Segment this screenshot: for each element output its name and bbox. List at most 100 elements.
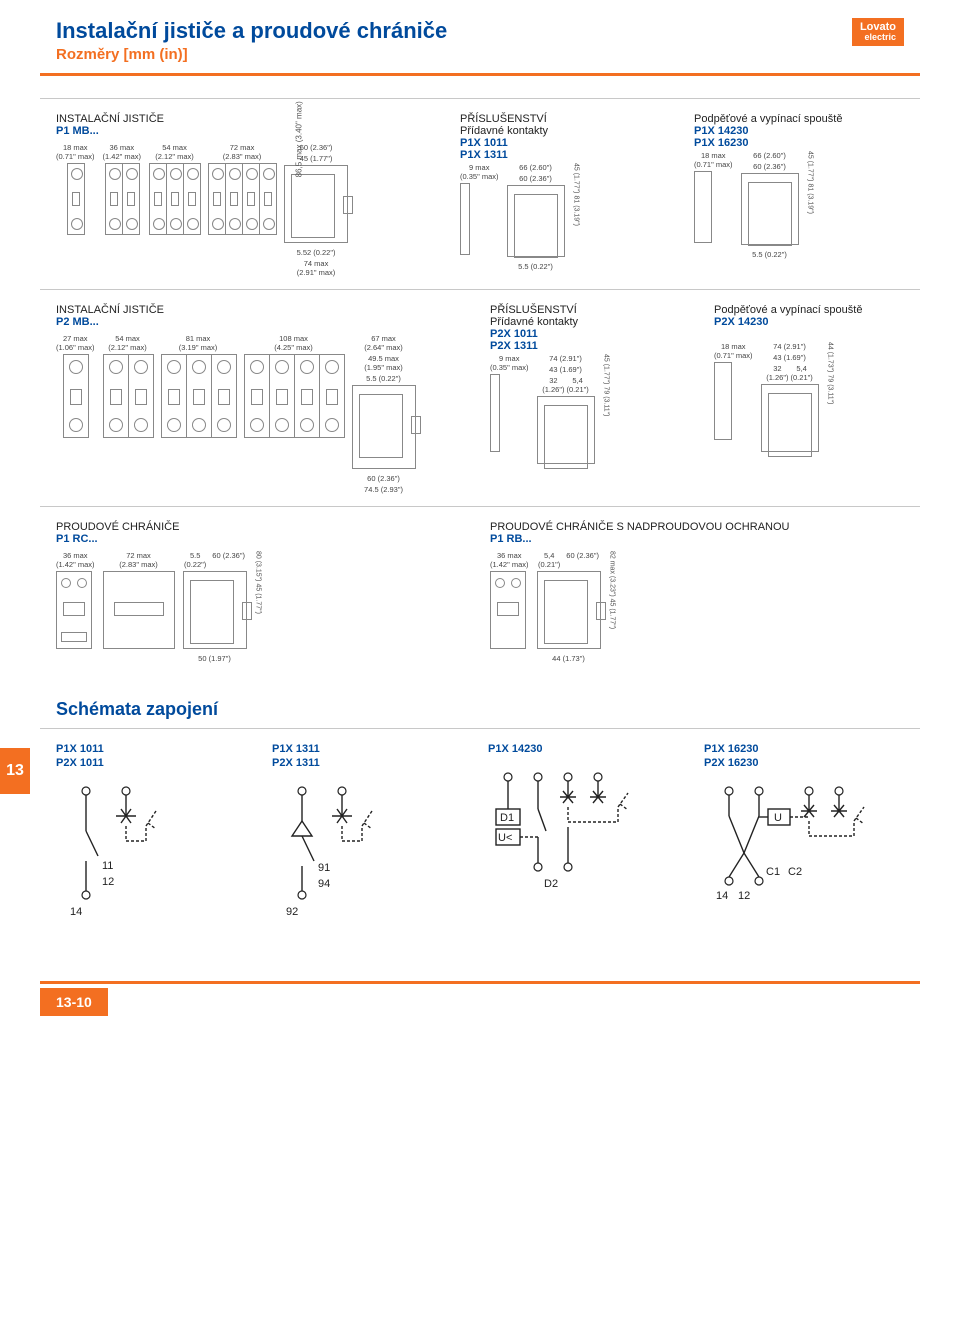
- svg-text:C2: C2: [788, 866, 802, 878]
- dim-group: 18 max (0.71" max): [56, 143, 95, 240]
- section-p1mb: INSTALAČNÍ JISTIČE P1 MB... 18 max (0.71…: [0, 99, 960, 289]
- wiring-diagram: D1 U< D2: [488, 767, 648, 907]
- release-front: [694, 171, 712, 243]
- dim-group: 36 max (1.42" max): [56, 551, 95, 649]
- footer: 13-10: [0, 981, 960, 1016]
- dim-vertical: 45 (1.77") 79 (3.11"): [603, 354, 610, 416]
- svg-text:91: 91: [318, 862, 330, 874]
- release-side: [741, 173, 799, 245]
- col-releases: Podpěťové a vypínací spouště P2X 14230 1…: [714, 304, 914, 496]
- dim-group: 66 (2.60") 60 (2.36") 5.5 (0.22"): [741, 151, 799, 261]
- svg-text:14: 14: [70, 906, 82, 918]
- release-front: [714, 362, 732, 440]
- wiring-hdr: P1X 14230: [488, 743, 688, 757]
- release-side: [761, 384, 819, 452]
- col-rccb: PROUDOVÉ CHRÁNIČE P1 RC... 36 max (1.42"…: [56, 521, 476, 665]
- dim-vertical: 82 max (3.23") 45 (1.77"): [609, 551, 616, 629]
- brand-logo: Lovato electric: [852, 18, 904, 46]
- svg-text:14: 14: [716, 890, 728, 902]
- wiring-hdr: P1X 16230P2X 16230: [704, 743, 904, 771]
- side-view: [183, 571, 247, 649]
- sec-title: Podpěťové a vypínací spouště P2X 14230: [714, 304, 914, 328]
- page: Instalační jističe a proudové chrániče R…: [0, 0, 960, 1016]
- dim-group: 54 max (2.12" max): [103, 334, 153, 443]
- dim-group: 72 max (2.83" max): [103, 551, 175, 649]
- rccb-2p: [56, 571, 92, 649]
- dim-group: 72 max (2.83" max): [208, 143, 276, 240]
- aux-side: [507, 185, 565, 257]
- dim-vertical: 45 (1.77") 81 (3.19"): [807, 151, 814, 214]
- page-title: Instalační jističe a proudové chrániče: [56, 18, 447, 44]
- wiring-title: Schémata zapojení: [0, 675, 960, 728]
- footer-page-number: 13-10: [40, 988, 108, 1016]
- dim-group: 36 max (1.42" max): [103, 143, 142, 240]
- dim-group: 9 max (0.35" max): [490, 354, 529, 452]
- dim-height: 86,5 max (3.40" max): [296, 101, 305, 177]
- dim-group: 74 (2.91") 43 (1.69") 32 (1.26")5,4 (0.2…: [537, 354, 595, 469]
- breaker-4p: [208, 163, 226, 235]
- breaker-1p: [67, 163, 85, 235]
- wiring-hdr: P1X 1011P2X 1011: [56, 743, 256, 771]
- sec-title: PŘÍSLUŠENSTVÍ Přídavné kontakty P2X 1011…: [490, 304, 700, 352]
- side-view-group: 67 max (2.64" max) 49.5 max (1.95" max) …: [352, 334, 416, 496]
- dim-group: 18 max (0.71" max): [714, 342, 753, 440]
- svg-text:C1: C1: [766, 866, 780, 878]
- svg-text:D2: D2: [544, 878, 558, 890]
- dim-group: 36 max (1.42" max): [490, 551, 529, 649]
- svg-text:U<: U<: [498, 832, 512, 844]
- svg-text:12: 12: [102, 876, 114, 888]
- svg-text:D1: D1: [500, 812, 514, 824]
- page-tab: 13: [0, 748, 30, 794]
- section-rccb: PROUDOVÉ CHRÁNIČE P1 RC... 36 max (1.42"…: [0, 507, 960, 675]
- dim-group: 9 max (0.35" max): [460, 163, 499, 255]
- wiring-cell: P1X 1311P2X 1311 91 94 92: [272, 743, 472, 926]
- title-block: Instalační jističe a proudové chrániče R…: [56, 18, 447, 63]
- side-view: [352, 385, 416, 469]
- col-releases: Podpěťové a vypínací spouště P1X 14230 P…: [694, 113, 914, 279]
- col-breakers: INSTALAČNÍ JISTIČE P2 MB... 27 max (1.06…: [56, 304, 476, 496]
- svg-text:12: 12: [738, 890, 750, 902]
- rcbo-2p: [490, 571, 526, 649]
- wiring-hdr: P1X 1311P2X 1311: [272, 743, 472, 771]
- logo-sub: electric: [860, 33, 896, 43]
- wiring-diagram: 91 94 92: [272, 781, 432, 921]
- wiring-cell: P1X 14230 D1 U< D2: [488, 743, 688, 926]
- footer-rule: [40, 981, 920, 984]
- sec-title: Podpěťové a vypínací spouště P1X 14230 P…: [694, 113, 914, 149]
- header-rule: [40, 73, 920, 76]
- rccb-4p: [103, 571, 175, 649]
- dim-vertical: 45 (1.77") 81 (3.19"): [573, 163, 580, 226]
- sec-title: INSTALAČNÍ JISTIČE P2 MB...: [56, 304, 476, 328]
- header: Instalační jističe a proudové chrániče R…: [0, 0, 960, 63]
- dim-group: 66 (2.60") 60 (2.36") 5.5 (0.22"): [507, 163, 565, 273]
- sec-title: INSTALAČNÍ JISTIČE P1 MB...: [56, 113, 446, 137]
- sec-title: PROUDOVÉ CHRÁNIČE P1 RC...: [56, 521, 476, 545]
- wiring-cell: P1X 16230P2X 16230 U C1 C2 14 12: [704, 743, 904, 926]
- wiring-diagram: U C1 C2 14 12: [704, 781, 864, 921]
- svg-text:92: 92: [286, 906, 298, 918]
- dim-group: 81 max (3.19" max): [161, 334, 236, 443]
- svg-text:11: 11: [102, 860, 113, 872]
- breaker-2p: [105, 163, 123, 235]
- svg-text:94: 94: [318, 878, 330, 890]
- side-view-group: 5,4 (0.21")60 (2.36") 44 (1.73"): [537, 551, 601, 665]
- aux-front: [490, 374, 500, 452]
- wiring-diagram: 11 12 14: [56, 781, 216, 921]
- sec-title: PŘÍSLUŠENSTVÍ Přídavné kontakty P1X 1011…: [460, 113, 680, 161]
- svg-text:U: U: [774, 812, 782, 824]
- dim-group: 108 max (4.25" max): [244, 334, 344, 443]
- side-view-group: 5.5 (0.22")60 (2.36") 50 (1.97"): [183, 551, 247, 665]
- wiring-cell: P1X 1011P2X 1011 11 12 14: [56, 743, 256, 926]
- side-view: [537, 571, 601, 649]
- dim-vertical: 80 (3.15") 45 (1.77"): [255, 551, 262, 614]
- col-aux-contacts: PŘÍSLUŠENSTVÍ Přídavné kontakty P1X 1011…: [460, 113, 680, 279]
- section-p2mb: INSTALAČNÍ JISTIČE P2 MB... 27 max (1.06…: [0, 290, 960, 506]
- sec-title: PROUDOVÉ CHRÁNIČE S NADPROUDOVOU OCHRANO…: [490, 521, 904, 545]
- col-aux-contacts: PŘÍSLUŠENSTVÍ Přídavné kontakty P2X 1011…: [490, 304, 700, 496]
- page-subtitle: Rozměry [mm (in)]: [56, 46, 447, 63]
- dim-group: 74 (2.91") 43 (1.69") 32 (1.26")5,4 (0.2…: [761, 342, 819, 457]
- aux-side: [537, 396, 595, 464]
- col-rcbo: PROUDOVÉ CHRÁNIČE S NADPROUDOVOU OCHRANO…: [490, 521, 904, 665]
- dim-group: 18 max (0.71" max): [694, 151, 733, 243]
- wiring-row: P1X 1011P2X 1011 11 12 14 P1X 1311P2X 13…: [0, 729, 960, 956]
